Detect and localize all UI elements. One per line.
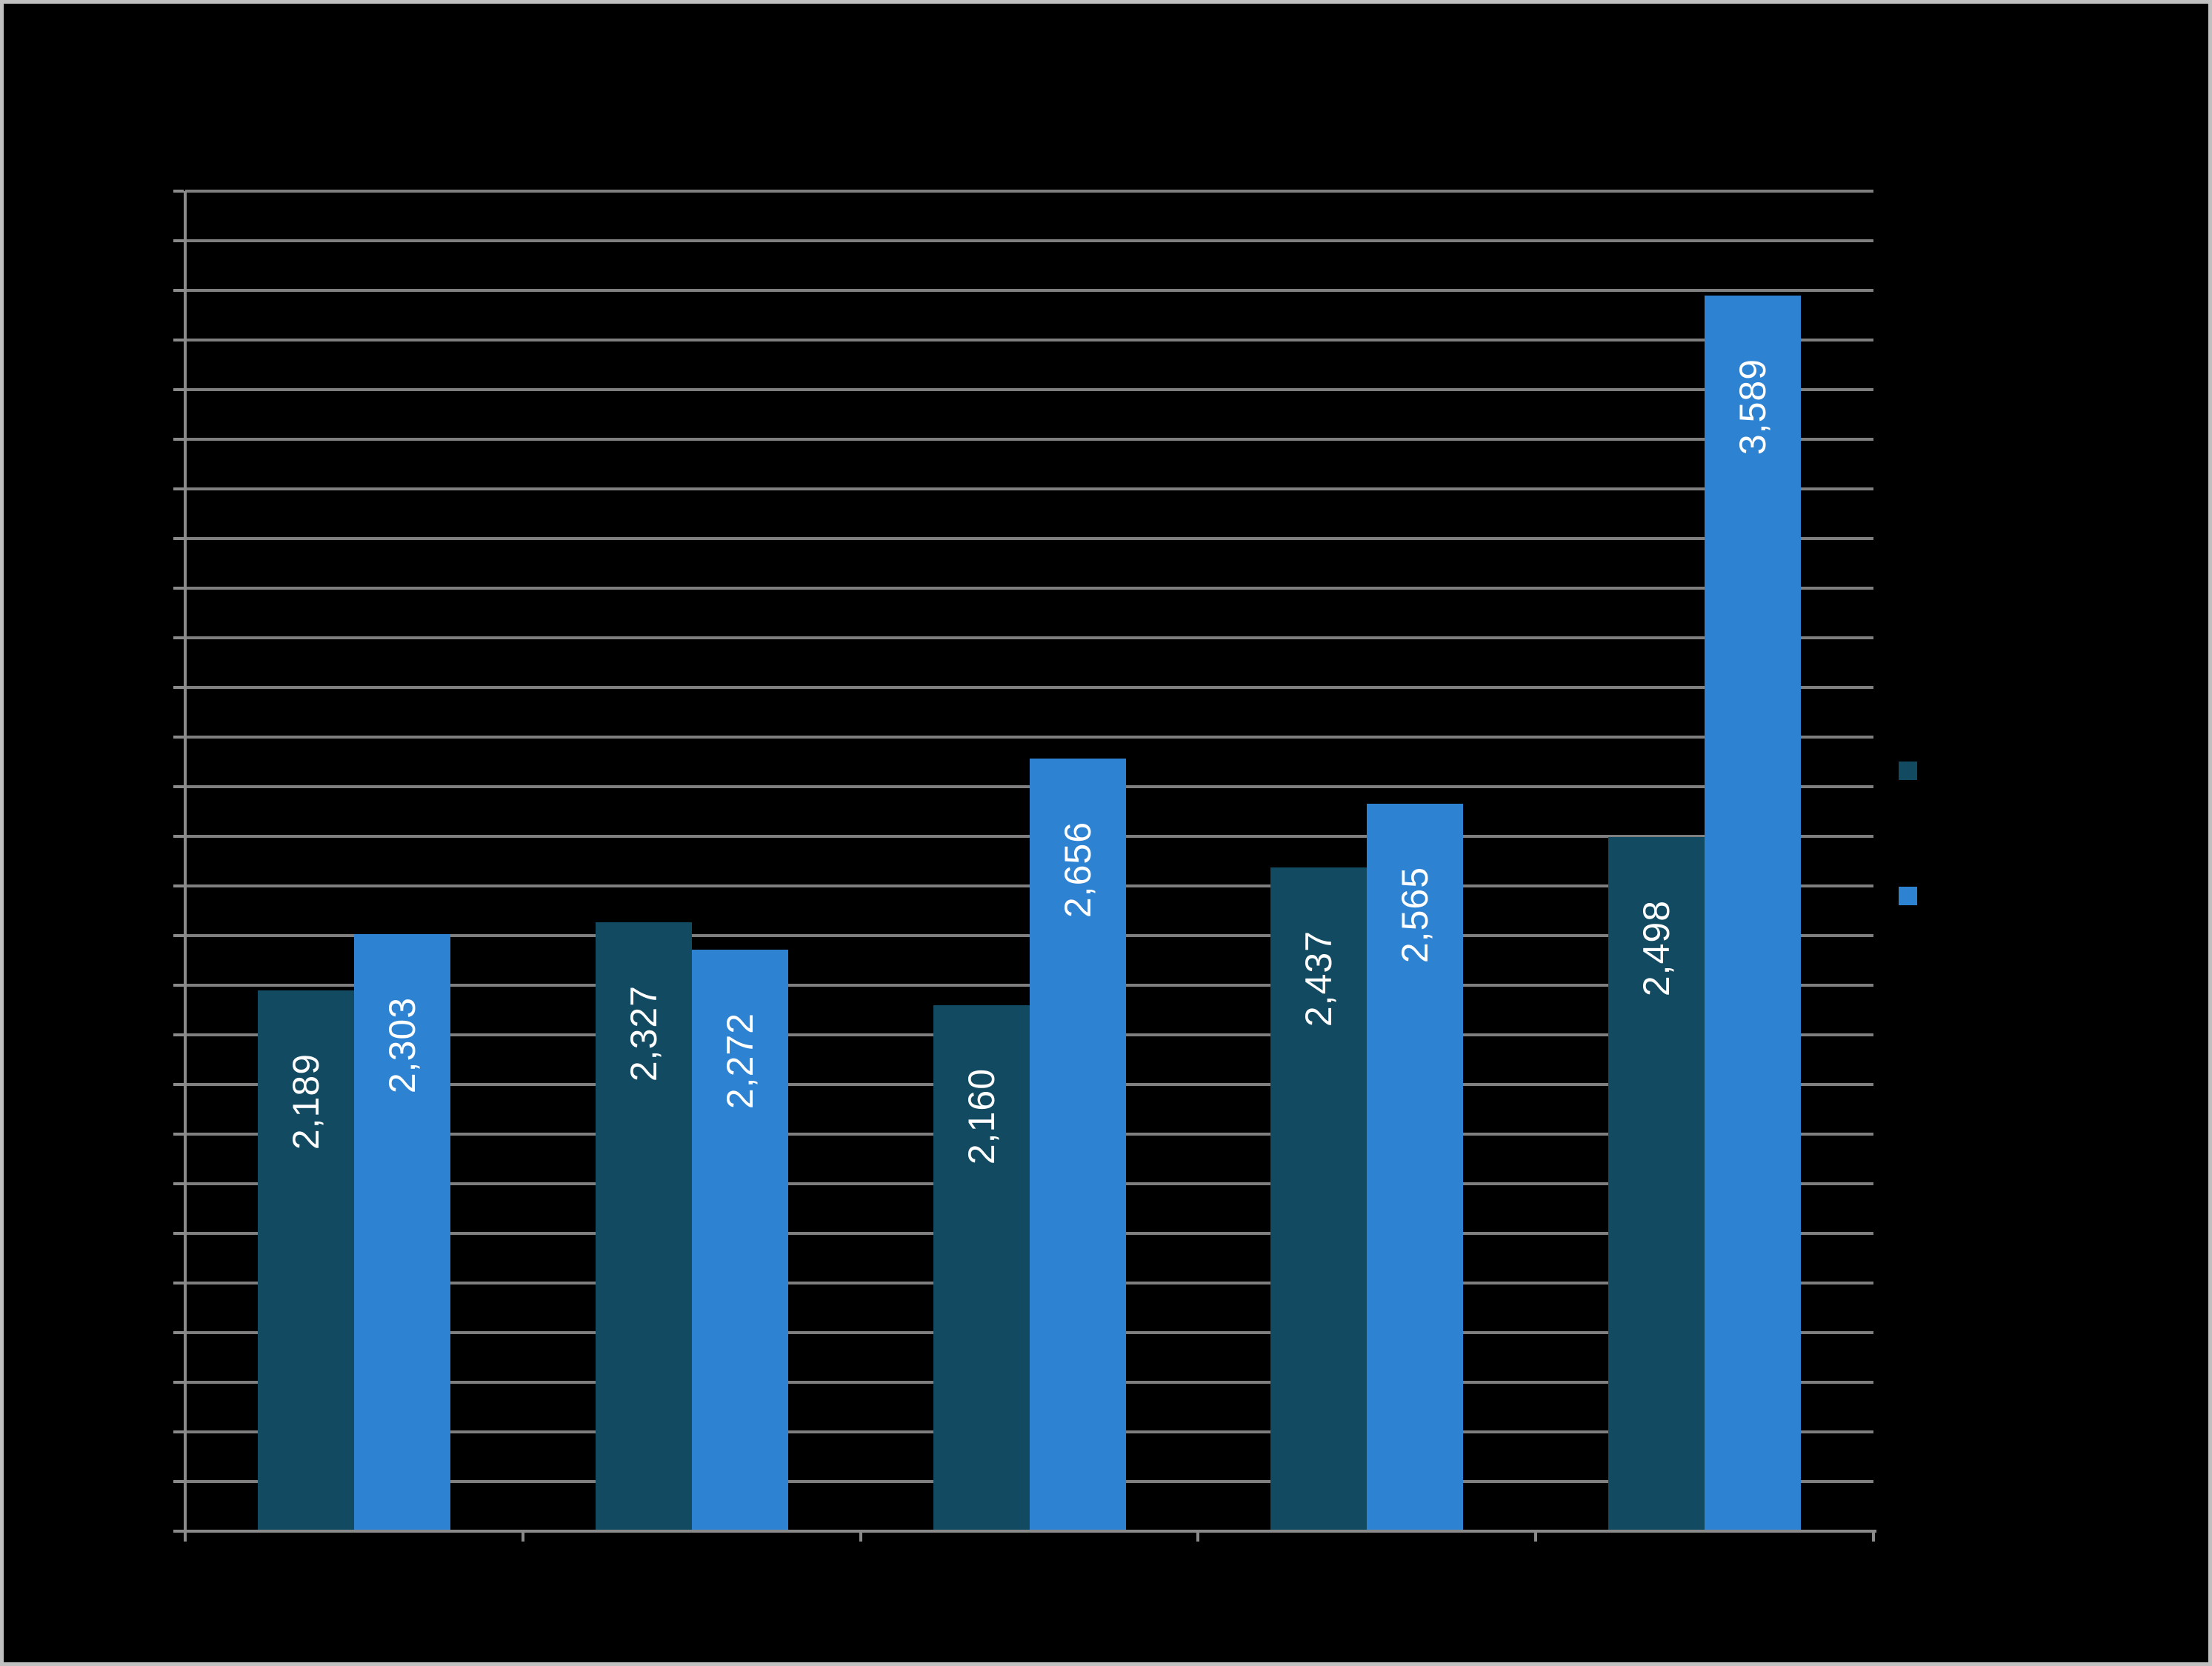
legend-swatch-series1 <box>1899 762 1917 780</box>
bar-data-label: 2,656 <box>1056 822 1099 919</box>
y-axis-tick <box>173 636 184 639</box>
y-axis-tick <box>173 835 184 838</box>
y-gridline <box>185 686 1873 689</box>
x-axis-tick <box>859 1531 862 1542</box>
y-gridline <box>185 587 1873 590</box>
y-axis-tick <box>173 239 184 242</box>
y-axis-tick <box>173 934 184 937</box>
y-gridline <box>185 636 1873 639</box>
x-axis-tick <box>1872 1531 1875 1542</box>
bar-data-label: 2,272 <box>719 1012 761 1109</box>
y-axis-tick <box>173 686 184 689</box>
y-axis-tick <box>173 1381 184 1384</box>
y-axis-tick <box>173 736 184 739</box>
bar-data-label: 2,565 <box>1394 867 1436 964</box>
y-axis-tick <box>173 289 184 292</box>
bar-series1-cat4 <box>1270 867 1367 1531</box>
bar-series2-cat2 <box>691 949 788 1531</box>
bar-data-label: 2,437 <box>1298 930 1340 1027</box>
y-axis-tick <box>173 1530 184 1533</box>
bar-series2-cat3 <box>1029 759 1126 1531</box>
bar-data-label: 2,303 <box>381 996 423 1094</box>
y-axis-tick <box>173 438 184 441</box>
legend-swatch-series2 <box>1899 887 1917 905</box>
y-axis-tick <box>173 1232 184 1235</box>
y-gridline <box>185 339 1873 341</box>
bar-series1-cat5 <box>1608 837 1705 1531</box>
y-axis-tick <box>173 1133 184 1136</box>
bar-data-label: 2,498 <box>1636 900 1678 997</box>
y-axis-tick <box>173 984 184 987</box>
y-axis-tick <box>173 1182 184 1185</box>
bar-series2-cat1 <box>353 933 450 1531</box>
plot-area: 2,189 2,327 2,160 2,437 2,498 2,303 2,272 2,656… <box>173 190 1876 1542</box>
y-axis-tick <box>173 884 184 887</box>
bar-series2-cat5 <box>1705 296 1802 1531</box>
y-gridline <box>185 388 1873 391</box>
x-axis-tick <box>521 1531 524 1542</box>
y-gridline <box>185 487 1873 490</box>
y-axis-line <box>184 191 187 1542</box>
y-gridline <box>185 736 1873 739</box>
y-axis-tick <box>173 785 184 788</box>
y-axis-tick <box>173 587 184 590</box>
bar-data-label: 2,189 <box>284 1053 327 1150</box>
bar-series1-cat2 <box>595 922 692 1531</box>
y-axis-tick <box>173 537 184 540</box>
bar-series1-cat1 <box>257 990 354 1531</box>
bar-series2-cat4 <box>1367 804 1464 1531</box>
x-axis-tick <box>1196 1531 1200 1542</box>
y-gridline <box>185 438 1873 441</box>
y-axis-tick <box>173 388 184 391</box>
y-gridline <box>185 289 1873 292</box>
bar-data-label: 3,589 <box>1732 359 1774 456</box>
y-axis-tick <box>173 1282 184 1285</box>
x-axis-line <box>184 1530 1876 1533</box>
bar-data-label: 2,160 <box>960 1067 1002 1164</box>
bar-series1-cat3 <box>933 1004 1030 1531</box>
y-axis-tick <box>173 1331 184 1334</box>
x-axis-tick <box>1534 1531 1538 1542</box>
bar-data-label: 2,327 <box>622 984 664 1082</box>
y-axis-tick <box>173 1033 184 1036</box>
y-axis-tick <box>173 339 184 341</box>
y-axis-tick <box>173 487 184 490</box>
y-gridline <box>185 190 1873 193</box>
y-axis-tick <box>173 1083 184 1086</box>
y-axis-tick <box>173 1480 184 1483</box>
y-gridline <box>185 239 1873 242</box>
y-axis-tick <box>173 190 184 193</box>
y-axis-tick <box>173 1430 184 1433</box>
y-gridline <box>185 537 1873 540</box>
